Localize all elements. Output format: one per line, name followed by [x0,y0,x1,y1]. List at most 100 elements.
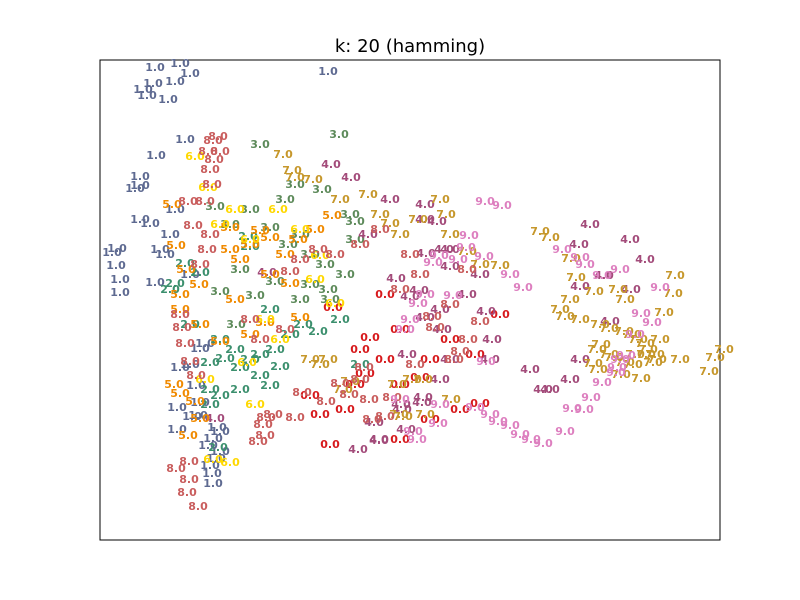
point-label-8-0-8-46: 8.0 [200,163,220,176]
point-label-8-0-8-33: 8.0 [275,323,295,336]
point-label-1-0-1-22: 1.0 [130,213,150,226]
point-label-3-0-3-8: 3.0 [260,221,280,234]
point-label-7-0-7-27: 7.0 [590,318,610,331]
point-label-0-0-0-7: 0.0 [300,389,320,402]
point-label-4-0-4-14: 4.0 [520,363,540,376]
point-label-4-0-4-33: 4.0 [416,247,436,260]
point-label-7-0-7-10: 7.0 [408,213,428,226]
point-label-7-0-7-33: 7.0 [645,348,665,361]
point-label-7-0-7-28: 7.0 [599,322,619,335]
point-label-7-0-7-1: 7.0 [282,164,302,177]
point-label-7-0-7-49: 7.0 [623,358,643,371]
point-label-7-0-7-24: 7.0 [550,303,570,316]
point-label-9-0-9-23: 9.0 [631,307,651,320]
point-label-8-0-8-24: 8.0 [400,248,420,261]
point-label-1-0-1-42: 1.0 [180,268,200,281]
point-label-7-0-7-4: 7.0 [330,193,350,206]
point-label-9-0-9-6: 9.0 [480,408,500,421]
point-label-4-0-4-17: 4.0 [560,373,580,386]
point-label-4-0-4-0: 4.0 [205,412,225,425]
point-label-7-0-7-40: 7.0 [714,343,734,356]
point-label-4-0-4-48: 4.0 [257,266,277,279]
point-label-8-0-8-38: 8.0 [178,195,198,208]
point-label-1-0-1-43: 1.0 [145,276,165,289]
point-label-0-0-0-12: 0.0 [360,331,380,344]
point-label-9-0-9-38: 9.0 [400,313,420,326]
point-label-2-0-2-8: 2.0 [215,352,235,365]
point-label-1-0-1-20: 1.0 [102,246,122,259]
points-layer: 0.0 0.00.00.0 0.00.0 0.00.00.00.00.00.00.00… [102,57,734,513]
point-label-7-0-7-12: 7.0 [440,228,460,241]
point-label-9-0-9-4: 9.0 [430,398,450,411]
point-label-4-0-4-18: 4.0 [570,353,590,366]
point-label-7-0-7-17: 7.0 [540,231,560,244]
point-label-1-0-1-45: 1.0 [180,358,200,371]
point-label-9-0-9-12: 9.0 [555,425,575,438]
point-label-1-0-1-31: 1.0 [133,83,153,96]
point-label-4-0-4-23: 4.0 [580,218,600,231]
point-label-3-0-3-2: 3.0 [312,183,332,196]
point-label-4-0-4-39: 4.0 [415,198,435,211]
point-label-7-0-7-66: 7.0 [310,358,330,371]
point-label-8-0-8-39: 8.0 [195,195,215,208]
point-label-8-0-8-18: 8.0 [422,310,442,323]
point-label-1-0-1-11: 1.0 [190,396,210,409]
point-label-0-0-0-6: 0.0 [335,403,355,416]
point-label-4-0-4-2: 4.0 [348,443,368,456]
point-label-5-0-5-22: 5.0 [255,316,275,329]
point-label-0-0-0-10: 0.0 [390,378,410,391]
point-label-4-0-4-24: 4.0 [569,238,589,251]
point-label-8-0-8-35: 8.0 [197,243,217,256]
point-label-9-0-9-19: 9.0 [610,353,630,366]
point-label-9-0-9-31: 9.0 [500,268,520,281]
point-label-2-0-2-26: 2.0 [293,318,313,331]
point-label-0-0-0-15: 0.0 [420,353,440,366]
point-label-2-0-2-25: 2.0 [350,358,370,371]
point-label-1-0-1-39: 1.0 [160,228,180,241]
point-label-4-0-4-41: 4.0 [386,272,406,285]
point-label-7-0-7-37: 7.0 [665,269,685,282]
point-label-2-0-2-23: 2.0 [230,361,250,374]
point-label-4-0-4-28: 4.0 [476,305,496,318]
point-label-1-0-1-8: 1.0 [207,421,227,434]
point-label-7-0-7-29: 7.0 [614,325,634,338]
point-label-3-0-3-14: 3.0 [300,278,320,291]
point-label-8-0-8-11: 8.0 [375,410,395,423]
point-label-2-0-2-22: 2.0 [200,383,220,396]
point-label-7-0-7-38: 7.0 [699,365,719,378]
point-label-9-0-9-29: 9.0 [552,243,572,256]
point-label-9-0-9-40: 9.0 [448,253,468,266]
point-label-1-0-1-6: 1.0 [203,432,223,445]
point-label-7-0-7-16: 7.0 [530,225,550,238]
point-label-1-0-1-27: 1.0 [146,149,166,162]
point-label-4-0-4-8: 4.0 [397,348,417,361]
point-label-2-0-2-5: 2.0 [250,369,270,382]
point-label-7-0-7-51: 7.0 [588,363,608,376]
point-label-0-0-0-8: 0.0 [345,378,365,391]
point-label-3-0-3-7: 3.0 [220,218,240,231]
point-label-4-0-4-35: 4.0 [341,171,361,184]
point-label-0-0-0-5: 0.0 [310,408,330,421]
point-label-1-0-1-1: 1.0 [202,467,222,480]
point-label-7-0-7-43: 7.0 [643,356,663,369]
point-label-0-0-0-21: 0.0 [375,353,395,366]
point-label-4-0-4-7: 4.0 [392,403,412,416]
point-label-9-0-9-41: 9.0 [459,229,479,242]
point-label-2-0-2-1: 2.0 [200,398,220,411]
point-label-9-0-9-36: 9.0 [415,288,435,301]
point-label-2-0-2-18: 2.0 [238,230,258,243]
point-label-2-0-2-17: 2.0 [240,240,260,253]
point-label-1-0-1-10: 1.0 [182,410,202,423]
point-label-7-0-7-59: 7.0 [415,408,435,421]
point-label-8-0-8-57: 8.0 [253,418,273,431]
point-label-9-0-9-35: 9.0 [423,256,443,269]
point-label-4-0-4-20: 4.0 [621,283,641,296]
point-label-7-0-7-52: 7.0 [583,357,603,370]
point-label-7-0-7-55: 7.0 [591,338,611,351]
point-label-0-0-0-13: 0.0 [323,301,343,314]
point-label-3-0-3-1: 3.0 [250,138,270,151]
point-label-9-0-9-3: 9.0 [428,417,448,430]
point-label-7-0-7-48: 7.0 [636,348,656,361]
point-label-4-0-4-42: 4.0 [415,213,435,226]
